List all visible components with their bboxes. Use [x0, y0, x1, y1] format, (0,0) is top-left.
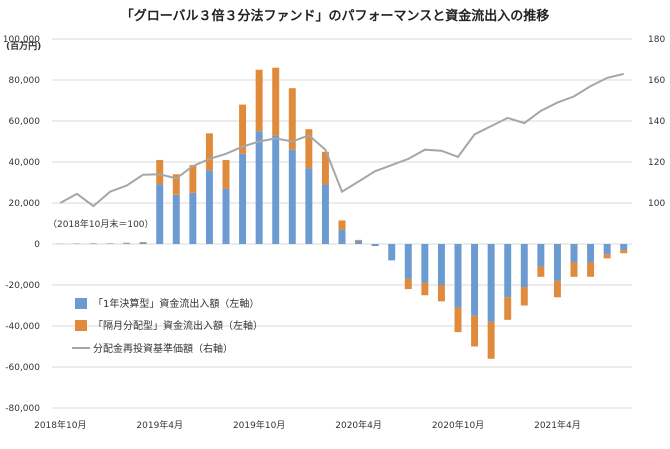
bar-monthly [454, 307, 462, 333]
bar-annual [570, 244, 578, 263]
bar-annual [504, 244, 512, 298]
bar-annual [123, 243, 131, 244]
bar-monthly [570, 262, 578, 277]
bar-annual [338, 229, 346, 244]
x-tick-label: 2018年10月 [34, 419, 86, 431]
bar-monthly [172, 174, 180, 195]
bar-annual [587, 244, 595, 263]
bar-group [56, 67, 628, 359]
legend-swatch-annual [75, 298, 87, 309]
bar-monthly [222, 159, 230, 189]
bar-annual [305, 168, 313, 244]
x-axis-ticks: 2018年10月 2019年4月 2019年10月 2020年4月 2020年10月 20… [34, 419, 581, 431]
bar-monthly [272, 67, 280, 136]
legend-label-monthly: 「隔月分配型」資金流出入額（左軸） [93, 319, 263, 332]
bar-annual [89, 243, 97, 244]
bar-annual [620, 244, 628, 251]
bar-annual [421, 244, 429, 283]
bar-monthly [437, 285, 445, 302]
bar-annual [189, 192, 197, 244]
grid-lines [52, 38, 632, 409]
bar-monthly [239, 104, 247, 154]
bar-monthly [355, 239, 363, 241]
nav-line-group [59, 72, 624, 208]
base-note: （2018年10月末＝100） [48, 218, 154, 230]
bar-annual [371, 244, 379, 247]
left-tick-label: -20,000 [5, 281, 40, 291]
bar-monthly [620, 250, 628, 254]
bar-monthly [537, 266, 545, 277]
x-tick-label: 2020年4月 [335, 419, 382, 431]
right-tick-label: 100 [648, 199, 665, 209]
left-tick-label: -80,000 [5, 404, 40, 414]
bar-monthly [553, 280, 561, 298]
bar-monthly [139, 241, 147, 243]
bar-annual [487, 244, 495, 322]
bar-annual [272, 135, 280, 244]
left-tick-label: 60,000 [9, 117, 41, 127]
bar-annual [288, 149, 296, 244]
legend-swatch-monthly [75, 320, 87, 331]
x-tick-label: 2021年4月 [534, 419, 581, 431]
bar-annual [222, 188, 230, 244]
left-tick-label: 0 [34, 240, 40, 250]
bar-annual [355, 240, 363, 244]
left-tick-label: 20,000 [9, 199, 41, 209]
bar-monthly [504, 297, 512, 320]
bar-annual [520, 244, 528, 288]
left-axis-unit: (百万円) [6, 41, 41, 52]
bar-annual [172, 194, 180, 244]
x-tick-label: 2020年10月 [432, 419, 484, 431]
left-tick-label: 100,000 [3, 35, 40, 45]
left-tick-label: -60,000 [5, 363, 40, 373]
bar-annual [404, 244, 412, 279]
bar-annual [205, 170, 213, 244]
bar-monthly [487, 321, 495, 359]
bar-monthly [603, 254, 611, 259]
bar-monthly [305, 129, 313, 169]
left-tick-label: 80,000 [9, 76, 41, 86]
bar-annual [437, 244, 445, 285]
bar-monthly [520, 287, 528, 306]
bar-annual [471, 244, 479, 316]
bar-annual [321, 184, 329, 244]
bar-monthly [471, 315, 479, 347]
right-tick-label: 120 [648, 158, 665, 168]
bar-annual [603, 244, 611, 255]
bar-monthly [421, 282, 429, 296]
left-tick-label: 40,000 [9, 158, 41, 168]
bar-monthly [288, 88, 296, 150]
bar-monthly [321, 151, 329, 185]
right-axis-ticks: 180 160 140 120 100 [648, 35, 665, 209]
right-tick-label: 180 [648, 35, 665, 45]
legend-label-nav: 分配金再投資基準価額（右軸） [93, 342, 233, 355]
bar-monthly [189, 165, 197, 193]
bar-annual [553, 244, 561, 281]
bar-annual [537, 244, 545, 267]
legend: 「1年決算型」資金流出入額（左軸） 「隔月分配型」資金流出入額（左軸） 分配金再… [72, 297, 263, 355]
bar-annual [239, 153, 247, 244]
bar-annual [106, 243, 114, 244]
bar-monthly [338, 220, 346, 230]
bar-monthly [156, 159, 164, 185]
bar-monthly [404, 278, 412, 290]
bar-annual [454, 244, 462, 308]
bar-annual [139, 242, 147, 244]
legend-label-annual: 「1年決算型」資金流出入額（左軸） [93, 297, 259, 310]
bar-annual [156, 184, 164, 244]
bar-annual [388, 244, 396, 261]
left-tick-label: -40,000 [5, 322, 40, 332]
bar-monthly [587, 262, 595, 277]
nav-line [59, 72, 624, 208]
left-axis-ticks: 100,000 80,000 60,000 40,000 20,000 0 -20,000 -… [3, 35, 40, 414]
right-tick-label: 140 [648, 117, 665, 127]
x-tick-label: 2019年10月 [233, 419, 285, 431]
x-tick-label: 2019年4月 [136, 419, 183, 431]
bar-monthly [205, 133, 213, 171]
bar-annual [255, 131, 263, 244]
right-tick-label: 160 [648, 76, 665, 86]
bar-monthly [255, 69, 263, 132]
chart-title: 「グローバル３倍３分法ファンド」のパフォーマンスと資金流出入の推移 [121, 8, 550, 24]
